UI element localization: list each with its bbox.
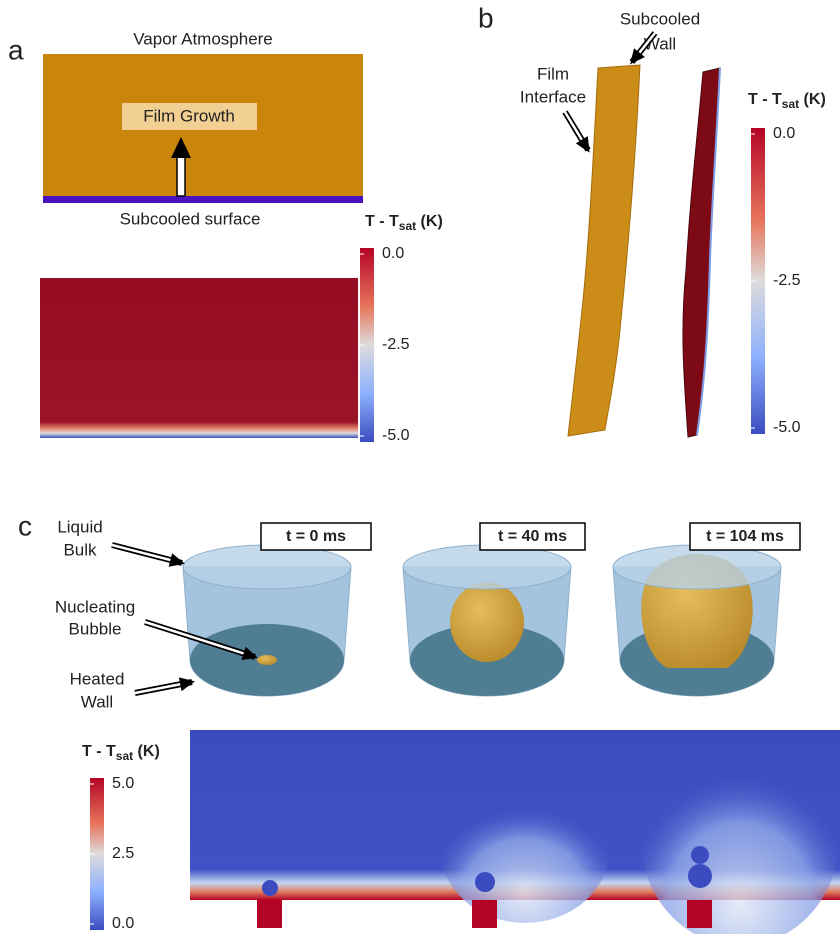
stem (687, 900, 712, 928)
colorbar-tick-label: 0.0 (112, 915, 134, 932)
bubble-core (691, 846, 709, 864)
film-interface (567, 64, 641, 437)
arrow-head (630, 48, 645, 65)
bubble-core (688, 864, 712, 888)
time-box (260, 522, 372, 551)
surface (43, 196, 363, 203)
colorbar-tick-label: 0.0 (382, 245, 404, 262)
bubble-label: Nucleating (55, 597, 135, 616)
time-label: t = 40 ms (498, 528, 567, 545)
wall-label: Wall (81, 692, 113, 711)
bulk-label: Bulk (63, 540, 97, 559)
stem (472, 900, 497, 928)
cylinders: t = 0 ms t = 40 ms t = 104 ms (182, 522, 801, 697)
wall-edge (696, 67, 721, 436)
arrow-body (144, 620, 256, 659)
bottom-label: Subcooled surface (120, 209, 261, 228)
colorbar-tick-label: -5.0 (382, 427, 410, 444)
colorbar: T - Tsat (K)0.0-2.5-5.0 (748, 91, 826, 436)
colorbar-title: T - Tsat (K) (748, 91, 826, 111)
liquid-top (182, 544, 352, 590)
colorbar-title-part: (K) (799, 91, 826, 108)
colorbar-title: T - Tsat (K) (82, 743, 160, 763)
panel-label: b (478, 2, 494, 33)
colorbar-bar (751, 128, 765, 434)
colorbar-tick-label: -2.5 (382, 336, 410, 353)
colorbar-title-part: (K) (133, 743, 160, 760)
bulk-label: Liquid (57, 517, 102, 536)
arrow-head (178, 677, 195, 692)
time-box (689, 522, 801, 551)
colorbar-bar (360, 248, 374, 442)
colorbar-tick-label: 0.0 (773, 125, 795, 142)
arrow-head (241, 646, 258, 661)
colorbar-title-part: sat (399, 219, 416, 233)
liquid-top (402, 544, 572, 590)
colorbar-tick-label: 2.5 (112, 845, 134, 862)
panel-label: a (8, 34, 24, 65)
thermal-plume (440, 773, 610, 923)
wall-label: Heated (70, 669, 125, 688)
bubble (450, 582, 524, 662)
time-box (479, 522, 586, 551)
time-label: t = 104 ms (706, 528, 784, 545)
colorbar-title-part: (K) (416, 213, 443, 230)
colorbar-title: T - Tsat (K) (365, 213, 443, 233)
top-label: Vapor Atmosphere (133, 29, 273, 48)
colorbar-tick-label: -2.5 (773, 272, 801, 289)
liquid-top (612, 544, 782, 590)
bubble (257, 655, 277, 665)
panel-label: c (18, 510, 32, 541)
colorbar-title-part: T - T (748, 91, 782, 108)
colorbar-tick-label: -5.0 (773, 419, 801, 436)
arrow-body (111, 543, 183, 565)
arrow-head (168, 553, 185, 567)
colorbar: T - Tsat (K) 5.0 2.5 0.0 (82, 743, 160, 932)
bubble-label: Bubble (69, 619, 122, 638)
temperature-field (190, 730, 430, 900)
arrow-head (575, 136, 590, 153)
bubble-core (262, 880, 278, 896)
colorbar-title-part: sat (116, 749, 133, 763)
temperature-film (682, 67, 721, 438)
box-label: Film Growth (143, 106, 235, 125)
time-label: t = 0 ms (286, 528, 346, 545)
colorbar-title-part: T - T (82, 743, 116, 760)
temperature-fields (190, 726, 840, 934)
wall-label: Subcooled (620, 9, 700, 28)
colorbar-title-part: T - T (365, 213, 399, 230)
colorbar-title-part: sat (782, 97, 799, 111)
stem (257, 900, 282, 928)
box (122, 103, 257, 130)
arrows (111, 31, 658, 696)
bubble-core (475, 872, 495, 892)
interface-label: Film (537, 64, 569, 83)
interface-label: Interface (520, 87, 586, 106)
temperature-field (40, 278, 358, 438)
arrow-head (171, 137, 191, 158)
colorbar-tick-label: 5.0 (112, 775, 134, 792)
arrow-shaft (176, 151, 186, 197)
colorbar-bar (90, 778, 104, 930)
colorbar: T - Tsat (K) 0.0 -2.5 -5.0 (360, 213, 443, 444)
